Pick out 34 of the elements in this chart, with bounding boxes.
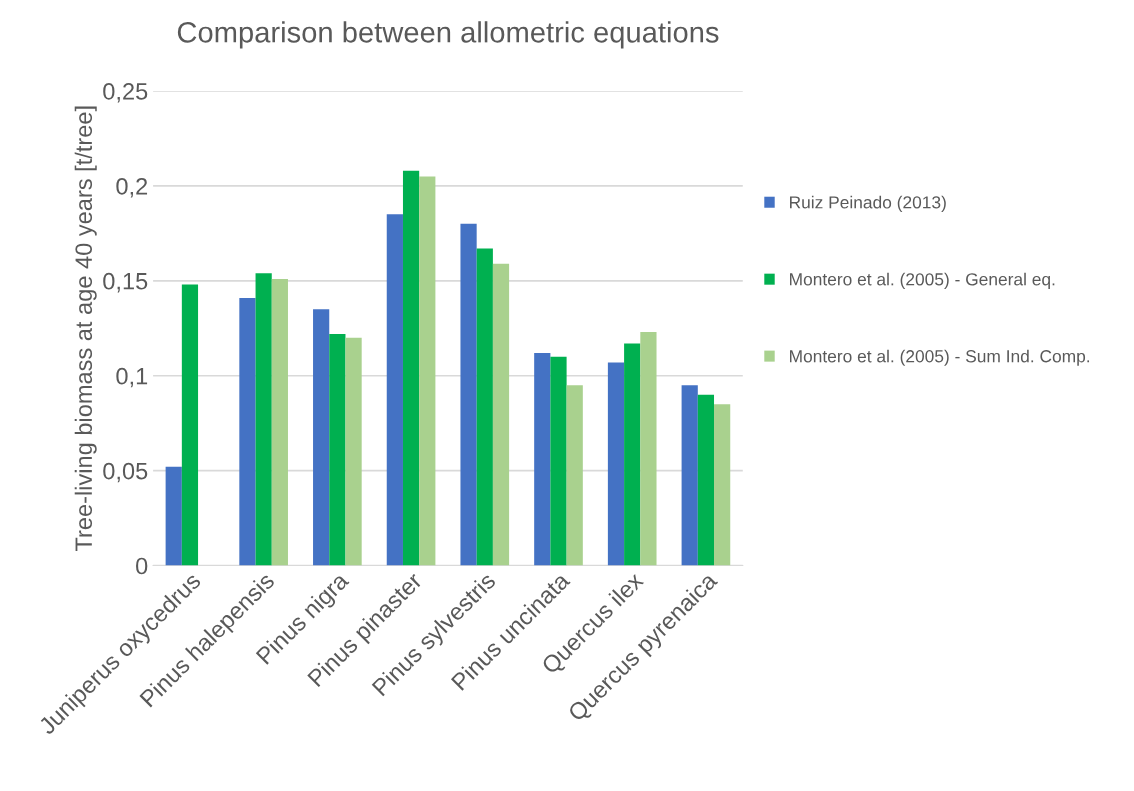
- bar: [566, 385, 583, 566]
- bar: [460, 223, 477, 566]
- bar: [681, 385, 698, 566]
- bar: [313, 309, 330, 566]
- bar: [329, 333, 346, 566]
- y-axis-title: Tree-living biomass at age 40 years [t/tree]: [74, 106, 97, 552]
- bar: [476, 248, 493, 566]
- y-tick-label: 0: [136, 557, 148, 575]
- bar: [271, 278, 288, 566]
- y-tick-label: 0,1: [116, 367, 148, 388]
- bar: [181, 284, 199, 566]
- bar: [386, 214, 403, 566]
- bar: [402, 170, 420, 566]
- bar: [697, 394, 715, 566]
- bar: [165, 466, 182, 566]
- bar: [345, 337, 362, 566]
- legend-label: Montero et al. (2005) - Sum Ind. Comp.: [790, 349, 1090, 366]
- chart-title: Comparison between allometric equations: [177, 21, 719, 49]
- bar: [607, 362, 625, 566]
- bar: [419, 176, 436, 566]
- y-tick-label: 0,15: [103, 272, 148, 293]
- bar: [550, 356, 567, 566]
- bar: [640, 332, 657, 566]
- bar: [624, 343, 641, 566]
- y-tick-label: 0,05: [103, 462, 148, 483]
- bar: [255, 273, 272, 566]
- bar: [239, 297, 256, 566]
- bar: [534, 352, 551, 566]
- y-tick-label: 0,25: [103, 83, 148, 103]
- legend-label: Ruiz Peinado (2013): [790, 195, 946, 212]
- bar: [714, 404, 731, 566]
- bar: [492, 263, 510, 566]
- legend-label: Montero et al. (2005) - General eq.: [790, 272, 1055, 289]
- y-tick-label: 0,2: [116, 177, 148, 198]
